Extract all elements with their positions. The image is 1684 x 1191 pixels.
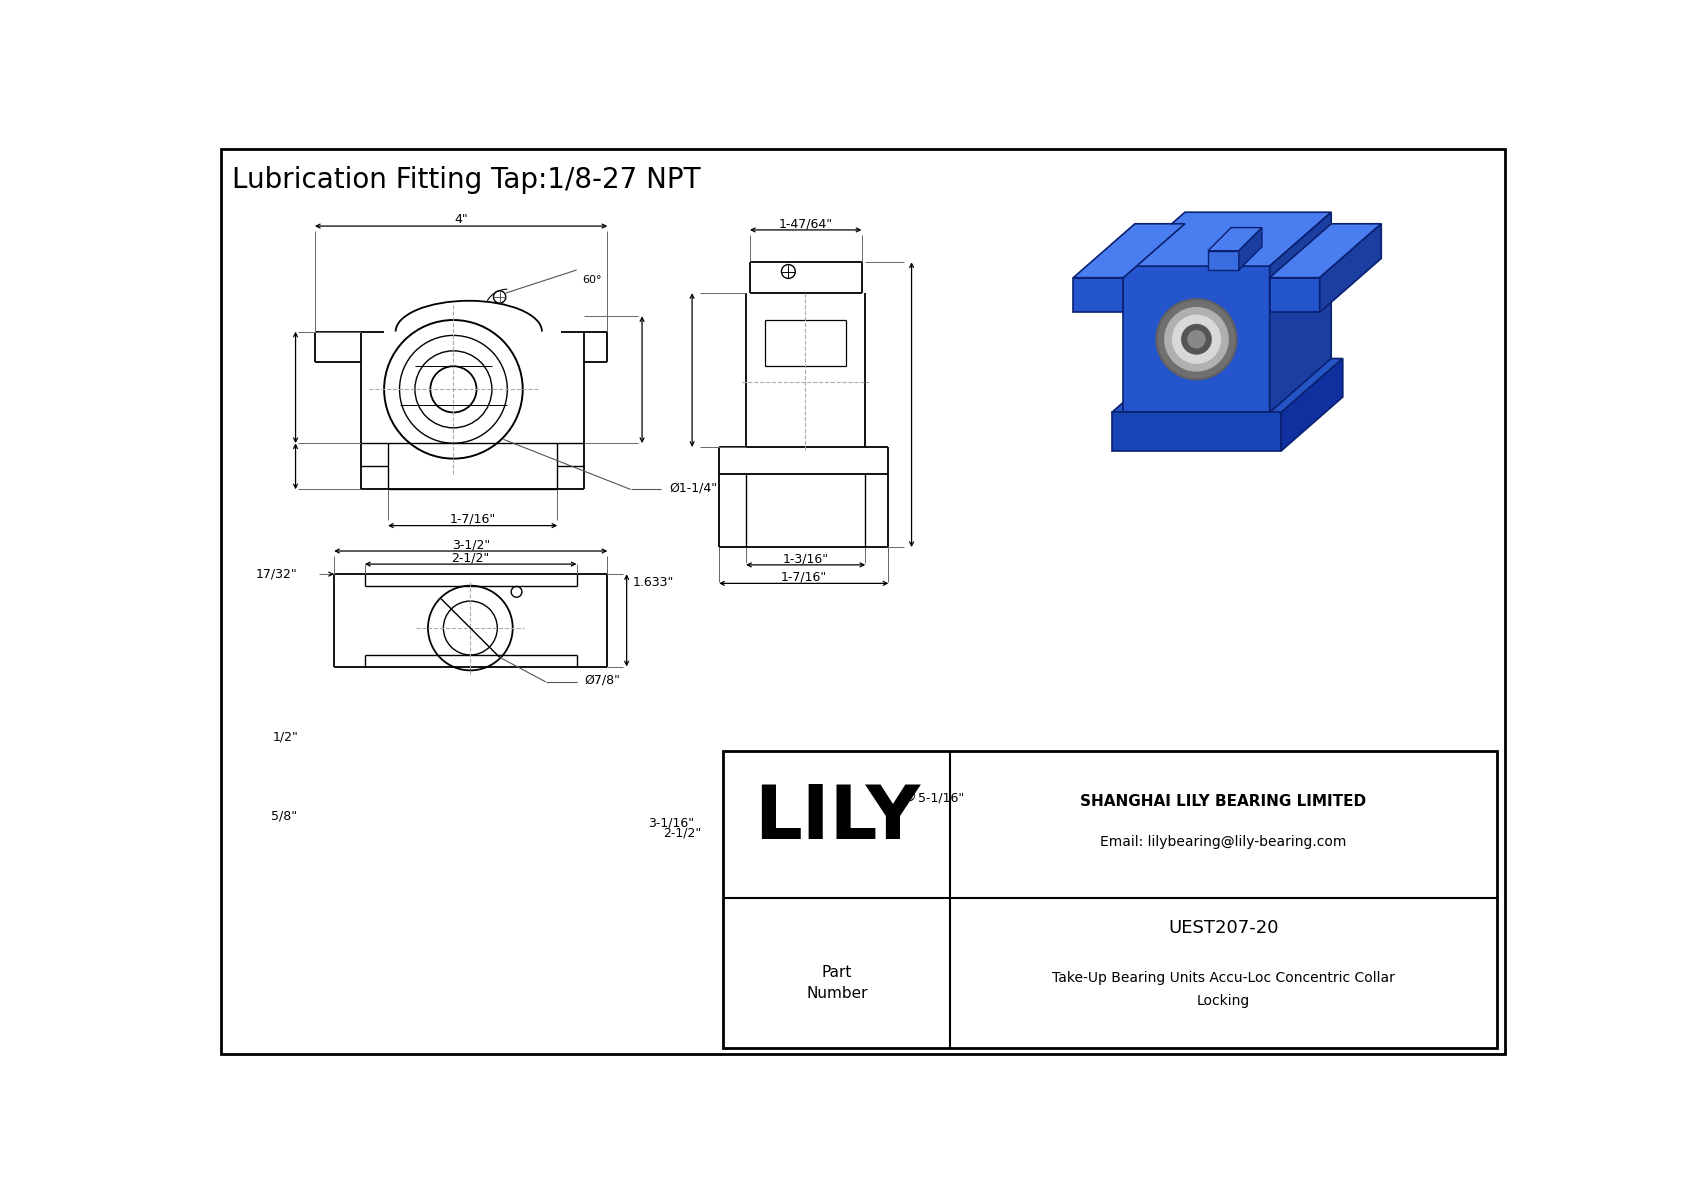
Polygon shape	[1111, 358, 1342, 412]
Text: Ø7/8": Ø7/8"	[584, 674, 620, 687]
Text: 1.633": 1.633"	[633, 576, 674, 590]
Circle shape	[1157, 299, 1236, 379]
Text: Number: Number	[807, 986, 867, 1002]
Text: 60°: 60°	[583, 275, 601, 285]
Text: 5-1/16": 5-1/16"	[918, 792, 963, 805]
Polygon shape	[1123, 212, 1332, 266]
Text: Part: Part	[822, 966, 852, 980]
Circle shape	[1164, 307, 1229, 372]
Circle shape	[1180, 324, 1212, 355]
Text: Take-Up Bearing Units Accu-Loc Concentric Collar: Take-Up Bearing Units Accu-Loc Concentri…	[1052, 972, 1394, 985]
Text: Email: lilybearing@lily-bearing.com: Email: lilybearing@lily-bearing.com	[1100, 835, 1347, 849]
Text: Ø1-1/4": Ø1-1/4"	[669, 481, 717, 494]
Text: 2-1/2": 2-1/2"	[451, 551, 490, 565]
Text: 3-1/16": 3-1/16"	[648, 817, 694, 830]
Text: UEST207-20: UEST207-20	[1169, 919, 1278, 937]
Polygon shape	[1270, 278, 1320, 312]
Text: Locking: Locking	[1197, 994, 1250, 1009]
Polygon shape	[1111, 412, 1282, 451]
Polygon shape	[1270, 224, 1381, 278]
Polygon shape	[1073, 278, 1123, 312]
Polygon shape	[1207, 251, 1239, 270]
Text: 17/32": 17/32"	[256, 568, 298, 581]
Text: 4": 4"	[455, 213, 468, 226]
Text: 3-1/2": 3-1/2"	[451, 538, 490, 551]
Bar	[722, 752, 1497, 1048]
Circle shape	[1172, 314, 1221, 364]
Text: 1-7/16": 1-7/16"	[781, 570, 827, 584]
Text: LILY: LILY	[754, 782, 919, 855]
Polygon shape	[1320, 224, 1381, 312]
Text: 1-3/16": 1-3/16"	[783, 553, 829, 566]
Text: 1-7/16": 1-7/16"	[450, 513, 495, 526]
Polygon shape	[1073, 224, 1186, 278]
Polygon shape	[1207, 227, 1261, 251]
Text: Lubrication Fitting Tap:1/8-27 NPT: Lubrication Fitting Tap:1/8-27 NPT	[232, 166, 701, 194]
Polygon shape	[1270, 212, 1332, 412]
Polygon shape	[1239, 227, 1261, 270]
Text: ®: ®	[901, 788, 916, 804]
Circle shape	[1187, 330, 1206, 349]
Text: 5/8": 5/8"	[271, 809, 296, 822]
Text: SHANGHAI LILY BEARING LIMITED: SHANGHAI LILY BEARING LIMITED	[1081, 793, 1366, 809]
Text: 2-1/2": 2-1/2"	[663, 827, 701, 840]
Text: 1/2": 1/2"	[273, 730, 298, 743]
Text: 1-47/64": 1-47/64"	[778, 217, 834, 230]
Polygon shape	[1282, 358, 1342, 451]
Polygon shape	[1123, 266, 1270, 412]
